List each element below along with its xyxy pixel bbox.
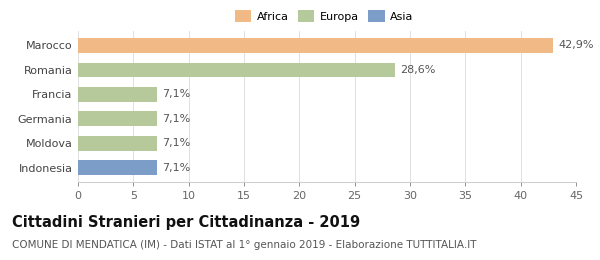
Text: 7,1%: 7,1% [162,89,190,99]
Bar [78,87,157,102]
Text: COMUNE DI MENDATICA (IM) - Dati ISTAT al 1° gennaio 2019 - Elaborazione TUTTITAL: COMUNE DI MENDATICA (IM) - Dati ISTAT al… [12,240,476,250]
Text: Cittadini Stranieri per Cittadinanza - 2019: Cittadini Stranieri per Cittadinanza - 2… [12,214,360,230]
Text: 7,1%: 7,1% [162,163,190,173]
Bar [78,160,157,175]
Bar [78,63,395,77]
Text: 7,1%: 7,1% [162,114,190,124]
Legend: Africa, Europa, Asia: Africa, Europa, Asia [232,8,416,24]
Text: 42,9%: 42,9% [558,40,594,50]
Text: 28,6%: 28,6% [400,65,436,75]
Bar [78,112,157,126]
Bar [78,136,157,151]
Bar [78,38,553,53]
Text: 7,1%: 7,1% [162,138,190,148]
